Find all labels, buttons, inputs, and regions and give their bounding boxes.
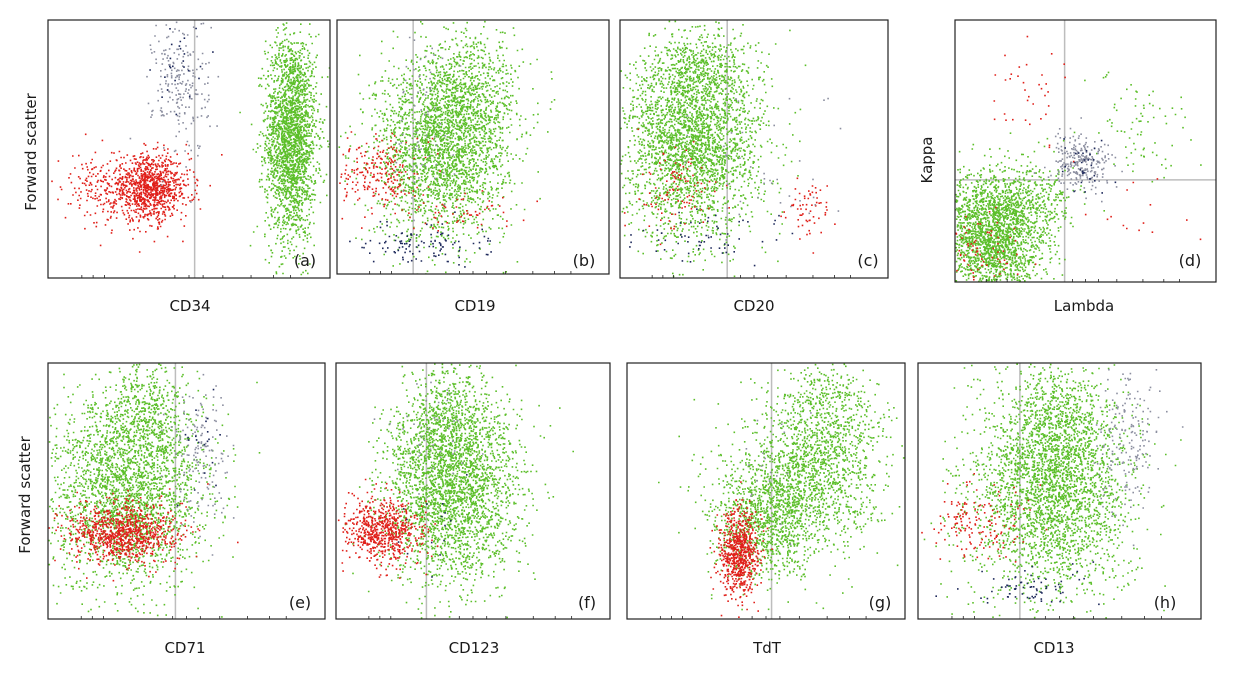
- events-red: [921, 473, 1048, 563]
- scatter-plot-7: (g) TdT: [626, 362, 906, 657]
- x-axis-label: TdT: [752, 639, 782, 657]
- events-navy: [1061, 138, 1117, 194]
- x-axis-label: CD13: [1033, 639, 1074, 657]
- events-red: [51, 133, 223, 253]
- events-red: [48, 483, 239, 582]
- scatter-plot-4: (d) Lambda Kappa: [918, 19, 1217, 315]
- scatter-plot-8: (h) CD13: [917, 362, 1202, 657]
- events-green: [658, 363, 905, 611]
- events-green: [955, 71, 1202, 282]
- plot-area: [620, 20, 842, 278]
- plot-area: [955, 20, 1216, 282]
- plot-area: [48, 363, 261, 619]
- x-axis-label: CD20: [733, 297, 774, 315]
- scatter-plot-1: (a) CD34: [47, 19, 331, 315]
- panel-label: (b): [573, 251, 596, 270]
- y-axis-label: Kappa: [918, 137, 936, 184]
- events-green: [48, 363, 261, 618]
- events-navy: [349, 211, 492, 268]
- events-gray: [1033, 117, 1123, 203]
- events-green: [923, 363, 1182, 619]
- scatter-plot-6: (f) CD123: [335, 362, 611, 657]
- scatter-plot-3: (c) CD20: [619, 19, 889, 315]
- events-gray: [1093, 368, 1184, 547]
- events-green: [344, 363, 574, 619]
- panel-label: (c): [857, 251, 878, 270]
- panel-label: (g): [869, 593, 892, 612]
- scatter-plot-2: (b) CD19: [336, 19, 610, 315]
- events-gray: [129, 21, 220, 203]
- panel-label: (a): [294, 251, 316, 270]
- scatter-plot-5: (e) CD71: [47, 362, 326, 657]
- x-axis-label: CD71: [164, 639, 205, 657]
- x-axis-label: Lambda: [1054, 297, 1114, 315]
- events-red: [339, 131, 538, 232]
- row1-ylabel: Forward scatter: [22, 92, 40, 210]
- events-navy: [629, 208, 794, 267]
- events-green: [620, 20, 807, 278]
- panel-label: (e): [289, 593, 311, 612]
- panel-label: (f): [578, 593, 596, 612]
- x-axis-label: CD123: [449, 639, 500, 657]
- row2-ylabel: Forward scatter: [16, 435, 34, 553]
- plot-area: [337, 363, 574, 619]
- x-axis-label: CD34: [169, 297, 210, 315]
- events-red: [337, 478, 439, 579]
- plot-area: [921, 363, 1184, 619]
- events-green: [239, 22, 330, 278]
- scatter-panels: (a) CD34 (b) CD19 (c) CD20 (d) Lambda Kappa (e) CD…: [47, 19, 1217, 657]
- plot-area: [51, 20, 330, 278]
- plot-area: [658, 363, 905, 619]
- events-red: [955, 35, 1202, 281]
- x-axis-label: CD19: [454, 297, 495, 315]
- plot-frame: [47, 362, 326, 620]
- events-red: [709, 481, 773, 618]
- panel-label: (d): [1179, 251, 1202, 270]
- plot-area: [338, 20, 556, 274]
- events-green: [338, 20, 556, 274]
- panel-label: (h): [1154, 593, 1177, 612]
- events-gray: [684, 97, 842, 241]
